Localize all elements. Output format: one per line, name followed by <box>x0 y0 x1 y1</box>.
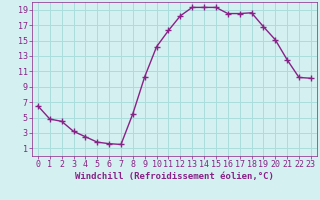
X-axis label: Windchill (Refroidissement éolien,°C): Windchill (Refroidissement éolien,°C) <box>75 172 274 181</box>
